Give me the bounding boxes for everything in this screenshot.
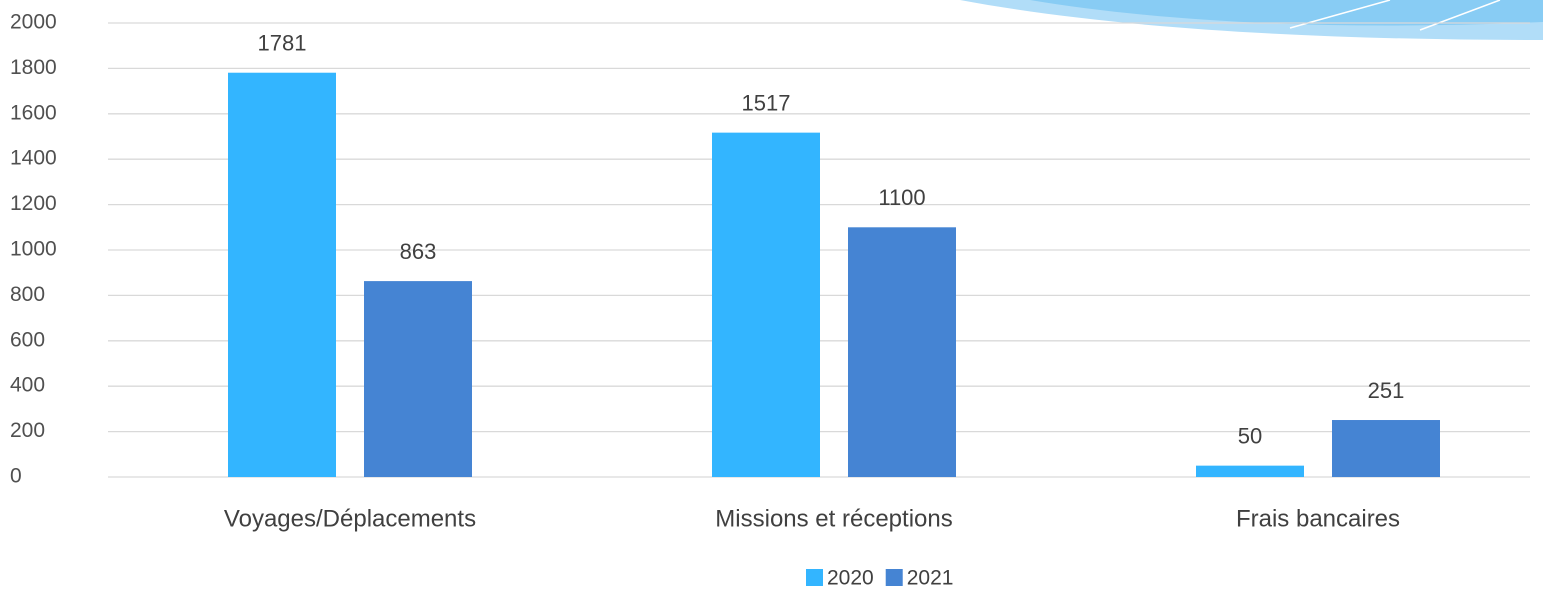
y-tick-label: 1200	[10, 192, 57, 215]
y-tick-label: 1800	[10, 56, 57, 79]
bar	[712, 132, 820, 478]
x-tick-label: Voyages/Déplacements	[224, 505, 476, 532]
data-label: 1781	[258, 31, 307, 56]
data-label: 1100	[878, 185, 925, 210]
legend-label: 2020	[827, 567, 874, 590]
y-tick-label: 0	[10, 465, 22, 488]
y-tick-label: 1400	[10, 147, 57, 170]
y-tick-label: 1000	[10, 238, 57, 261]
data-label: 50	[1238, 423, 1262, 448]
bar	[228, 72, 336, 477]
bar	[848, 227, 956, 477]
bar	[1332, 420, 1440, 477]
x-tick-label: Frais bancaires	[1236, 505, 1400, 532]
y-tick-label: 2000	[10, 11, 57, 34]
bar	[364, 281, 472, 477]
legend-swatch	[885, 569, 903, 586]
x-tick-label: Missions et réceptions	[715, 505, 952, 532]
y-tick-label: 800	[10, 283, 45, 306]
decoration	[960, 0, 1543, 40]
bar	[1196, 465, 1304, 477]
legend-label: 2021	[907, 567, 954, 590]
y-tick-label: 1600	[10, 101, 57, 124]
legend-swatch	[806, 569, 823, 586]
data-label: 251	[1368, 378, 1405, 403]
y-tick-label: 600	[10, 328, 45, 351]
y-tick-label: 200	[10, 419, 45, 442]
y-tick-label: 400	[10, 374, 45, 397]
data-label: 863	[400, 239, 437, 264]
data-label: 1517	[742, 90, 791, 115]
